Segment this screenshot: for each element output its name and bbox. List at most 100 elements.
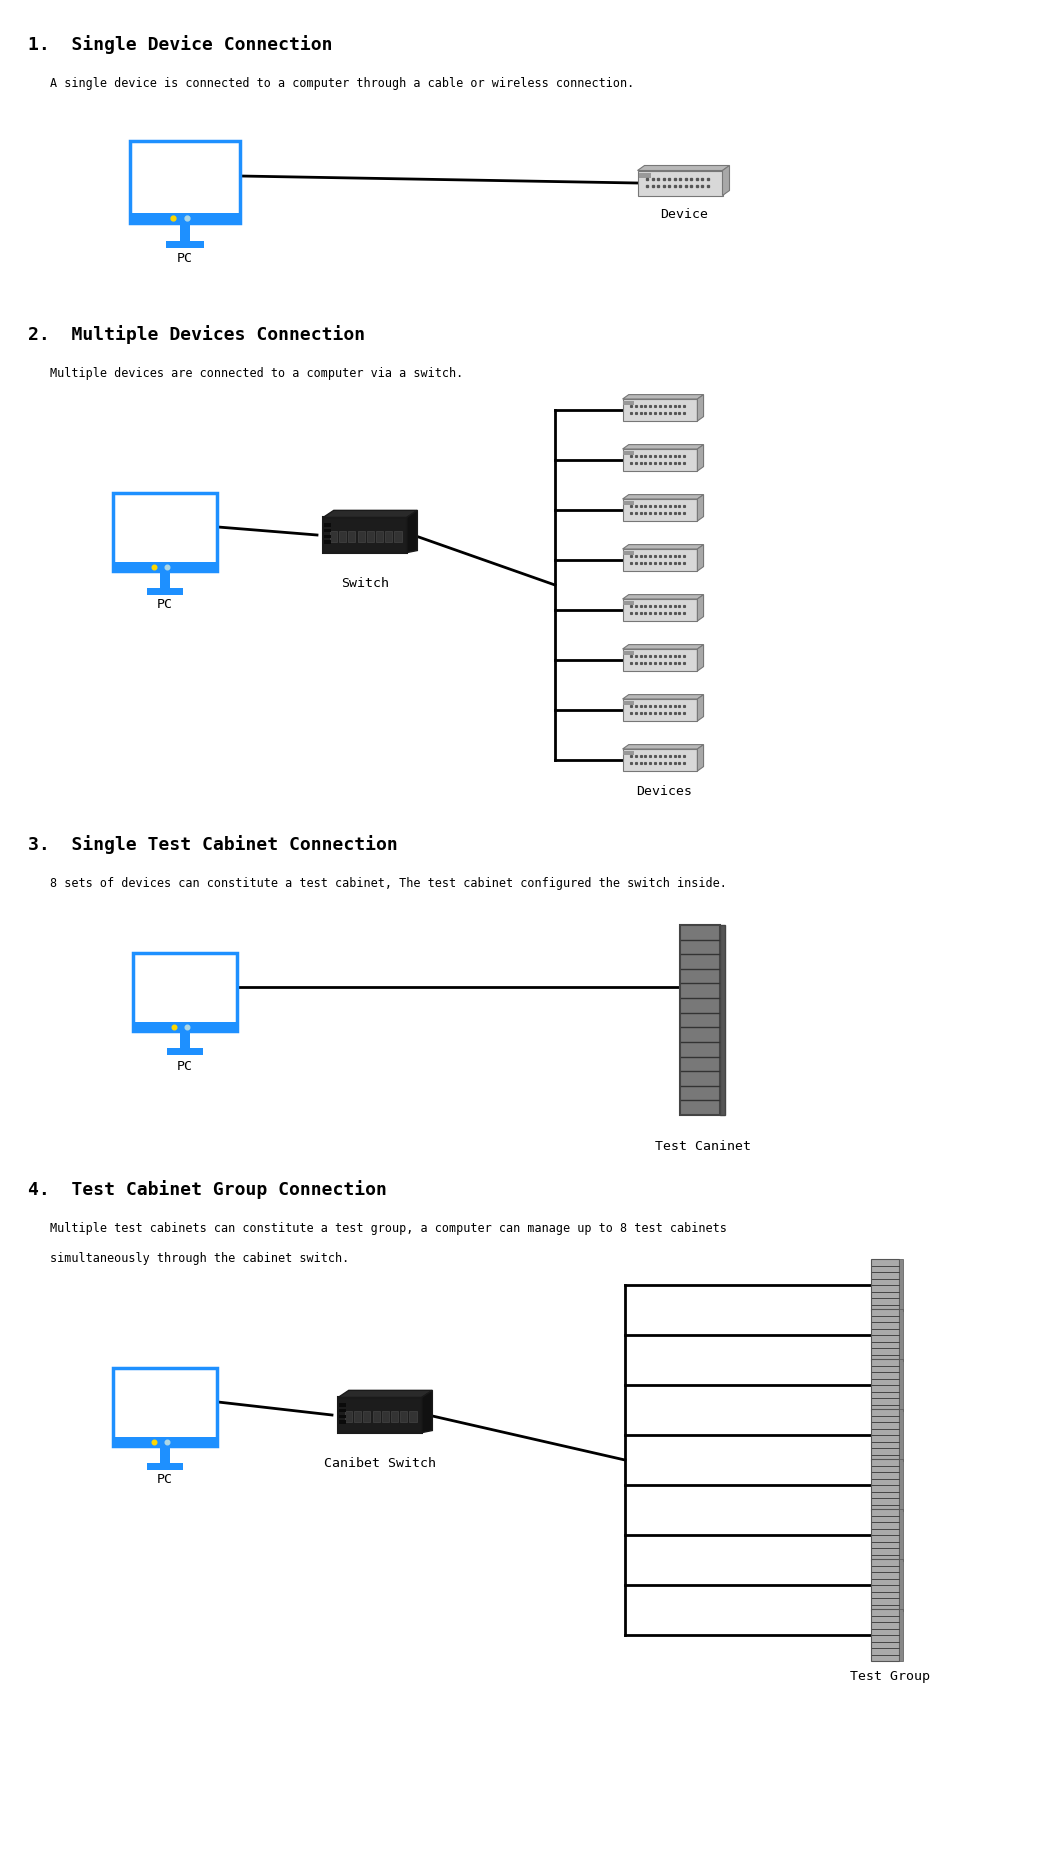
Bar xyxy=(871,1460,899,1512)
Bar xyxy=(339,1421,347,1425)
Bar xyxy=(623,601,634,605)
Polygon shape xyxy=(323,510,418,518)
Polygon shape xyxy=(697,395,704,421)
Bar xyxy=(622,649,697,672)
Polygon shape xyxy=(622,495,704,499)
Text: PC: PC xyxy=(177,1059,193,1072)
Polygon shape xyxy=(899,1360,903,1412)
Bar xyxy=(344,1410,352,1423)
Bar xyxy=(391,1410,399,1423)
Polygon shape xyxy=(622,395,704,399)
Bar xyxy=(623,701,634,705)
Bar xyxy=(112,562,217,571)
Text: 8 sets of devices can constitute a test cabinet, The test cabinet configured the: 8 sets of devices can constitute a test … xyxy=(50,877,727,890)
Text: Devices: Devices xyxy=(636,785,692,798)
Polygon shape xyxy=(697,445,704,471)
Bar xyxy=(324,529,331,532)
Polygon shape xyxy=(422,1391,432,1432)
Polygon shape xyxy=(899,1508,903,1562)
Bar xyxy=(382,1410,389,1423)
Bar xyxy=(622,699,697,722)
Polygon shape xyxy=(899,1460,903,1512)
Polygon shape xyxy=(622,694,704,699)
Bar xyxy=(623,501,634,505)
Bar xyxy=(622,499,697,521)
Bar xyxy=(871,1360,899,1412)
Bar xyxy=(622,449,697,471)
Bar xyxy=(324,540,331,544)
Polygon shape xyxy=(697,545,704,571)
Text: PC: PC xyxy=(157,597,173,610)
FancyBboxPatch shape xyxy=(130,141,240,223)
Bar xyxy=(180,1031,190,1048)
Text: Multiple devices are connected to a computer via a switch.: Multiple devices are connected to a comp… xyxy=(50,367,463,380)
Bar xyxy=(339,1415,347,1417)
Bar xyxy=(324,534,331,538)
Bar xyxy=(160,571,170,588)
Bar xyxy=(339,531,346,542)
Bar xyxy=(623,401,634,404)
Text: Canibet Switch: Canibet Switch xyxy=(324,1456,436,1469)
Bar xyxy=(401,1410,407,1423)
Bar xyxy=(681,926,720,1115)
Polygon shape xyxy=(637,165,729,171)
Bar xyxy=(385,531,392,542)
Text: PC: PC xyxy=(177,252,193,265)
Polygon shape xyxy=(697,495,704,521)
FancyBboxPatch shape xyxy=(132,953,237,1031)
Bar xyxy=(354,1410,361,1423)
Bar xyxy=(160,1447,170,1464)
Polygon shape xyxy=(723,165,729,195)
Text: 4.  Test Cabinet Group Connection: 4. Test Cabinet Group Connection xyxy=(28,1180,387,1198)
Bar xyxy=(367,531,374,542)
Bar xyxy=(330,531,337,542)
Bar xyxy=(372,1410,379,1423)
Text: simultaneously through the cabinet switch.: simultaneously through the cabinet switc… xyxy=(50,1252,349,1265)
Bar xyxy=(394,531,402,542)
Text: A single device is connected to a computer through a cable or wireless connectio: A single device is connected to a comput… xyxy=(50,78,634,91)
Bar xyxy=(637,171,723,195)
Bar xyxy=(147,588,183,595)
Bar xyxy=(376,531,383,542)
Polygon shape xyxy=(338,1391,432,1397)
Bar xyxy=(112,1438,217,1447)
Text: 1.  Single Device Connection: 1. Single Device Connection xyxy=(28,35,333,54)
Polygon shape xyxy=(697,694,704,722)
Bar xyxy=(147,1464,183,1471)
Bar xyxy=(167,1048,204,1055)
Polygon shape xyxy=(899,1310,903,1362)
Polygon shape xyxy=(720,926,725,1115)
Bar xyxy=(622,399,697,421)
Bar xyxy=(166,241,204,249)
Bar xyxy=(871,1558,899,1610)
FancyBboxPatch shape xyxy=(112,1369,217,1447)
Bar xyxy=(349,531,355,542)
Polygon shape xyxy=(622,545,704,549)
Bar xyxy=(871,1310,899,1362)
Bar xyxy=(339,1402,347,1406)
Bar xyxy=(623,751,634,755)
Text: Switch: Switch xyxy=(341,577,389,590)
Bar xyxy=(180,223,190,241)
Bar xyxy=(871,1260,899,1311)
Text: 2.  Multiple Devices Connection: 2. Multiple Devices Connection xyxy=(28,325,365,343)
Bar xyxy=(130,213,240,223)
Bar xyxy=(622,599,697,621)
Bar xyxy=(324,523,331,527)
Polygon shape xyxy=(407,510,418,553)
Bar xyxy=(622,549,697,571)
Polygon shape xyxy=(622,644,704,649)
Polygon shape xyxy=(899,1260,903,1311)
Polygon shape xyxy=(622,445,704,449)
Text: PC: PC xyxy=(157,1473,173,1486)
Text: Test Caninet: Test Caninet xyxy=(655,1141,750,1154)
Polygon shape xyxy=(697,644,704,672)
Bar xyxy=(623,451,634,454)
Bar xyxy=(623,651,634,655)
Bar xyxy=(357,531,365,542)
Bar xyxy=(871,1410,899,1462)
Text: Device: Device xyxy=(660,208,708,221)
Bar xyxy=(323,518,407,553)
Polygon shape xyxy=(697,744,704,772)
Text: 3.  Single Test Cabinet Connection: 3. Single Test Cabinet Connection xyxy=(28,835,398,853)
